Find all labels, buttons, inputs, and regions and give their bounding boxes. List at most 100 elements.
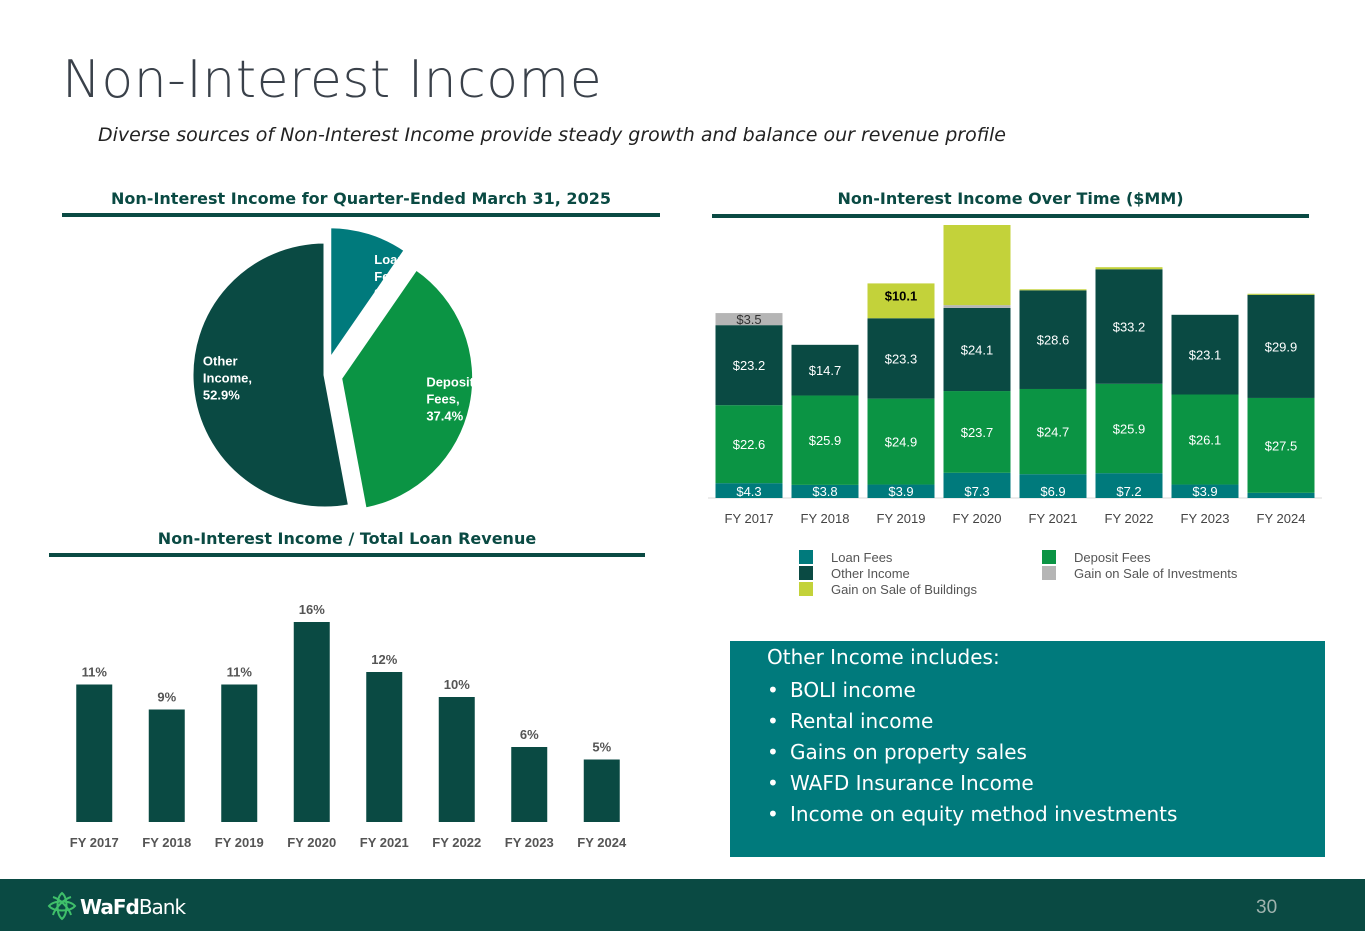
- legend-label-gain-on-sale-of-buildings: Gain on Sale of Buildings: [831, 582, 977, 597]
- ratio-bar-fy-2021: [366, 672, 403, 822]
- info-box-header: Other Income includes:: [767, 645, 1000, 669]
- bar-deposit-fees-fy-2022: [1095, 383, 1163, 474]
- bar-section-rule: [712, 214, 1309, 218]
- bar-loan-fees-fy-2018: [791, 484, 859, 498]
- pie-slice-other-income: [190, 240, 352, 510]
- data-label-gain-on-sale-of-investments-fy-2017: $3.5: [736, 312, 761, 327]
- bar-gain-on-sale-of-buildings-fy-2022: [1095, 267, 1163, 270]
- x-tick-fy-2024: FY 2024: [1257, 511, 1306, 526]
- page-number: 30: [1256, 897, 1278, 918]
- pie-chart: Loan Fees, 9.6% Deposit Fees, 37.4% Other Incom…: [190, 225, 476, 511]
- data-label-other-income-fy-2019: $23.3: [885, 351, 918, 366]
- x-tick-fy-2021: FY 2021: [1029, 511, 1078, 526]
- data-label-deposit-fees-fy-2021: $24.7: [1037, 425, 1070, 440]
- bar-other-income-fy-2021: [1019, 290, 1087, 389]
- ratio-bar-fy-2017: [76, 684, 113, 822]
- data-label-deposit-fees-fy-2022: $25.9: [1113, 421, 1146, 436]
- bar-gain-on-sale-of-buildings-fy-2020: [943, 225, 1011, 306]
- data-label-deposit-fees-fy-2020: $23.7: [961, 425, 994, 440]
- ratio-x-tick-fy-2024: FY 2024: [577, 835, 627, 850]
- data-label-deposit-fees-fy-2023: $26.1: [1189, 433, 1222, 448]
- pie-slice-loan-fees: [328, 225, 408, 365]
- data-label-other-income-fy-2018: $14.7: [809, 363, 842, 378]
- pie-section-rule: [62, 213, 660, 217]
- bar-other-income-fy-2017: [715, 325, 783, 406]
- data-label-other-income-fy-2017: $23.2: [733, 358, 766, 373]
- bar-loan-fees-fy-2020: [943, 472, 1011, 498]
- legend-label-loan-fees: Loan Fees: [831, 550, 893, 565]
- ratio-label-fy-2017: 11%: [82, 665, 108, 680]
- info-item-boli: BOLI income: [767, 675, 1177, 706]
- footer-bar: [0, 879, 1365, 931]
- ratio-x-tick-fy-2020: FY 2020: [287, 835, 336, 850]
- bar-gain-on-sale-of-investments-fy-2017: [715, 313, 783, 326]
- ratio-label-fy-2019: 11%: [227, 665, 253, 680]
- ratio-label-fy-2021: 12%: [371, 652, 397, 667]
- data-label-other-income-fy-2023: $23.1: [1189, 348, 1222, 363]
- bar-gain-on-sale-of-buildings-fy-2021: [1019, 289, 1087, 291]
- data-label-loan-fees-fy-2022: $7.2: [1116, 484, 1141, 499]
- page-subtitle: Diverse sources of Non-Interest Income p…: [98, 124, 1006, 146]
- pie-slice-deposit-fees: [339, 266, 476, 511]
- ratio-bar-fy-2024: [583, 759, 620, 822]
- data-label-other-income-fy-2024: $29.9: [1265, 339, 1298, 354]
- bar-loan-fees-fy-2023: [1171, 484, 1239, 498]
- ratio-x-tick-fy-2018: FY 2018: [142, 835, 191, 850]
- data-label-other-income-fy-2022: $33.2: [1113, 320, 1146, 335]
- ratio-bar-fy-2023: [511, 747, 548, 822]
- ratio-x-tick-fy-2021: FY 2021: [360, 835, 409, 850]
- ratio-bar-fy-2022: [438, 697, 475, 822]
- data-label-loan-fees-fy-2017: $4.3: [736, 484, 761, 499]
- bar-deposit-fees-fy-2023: [1171, 394, 1239, 485]
- x-tick-fy-2018: FY 2018: [801, 511, 850, 526]
- legend-swatch-gain-on-sale-of-investments: [1042, 566, 1056, 580]
- ratio-label-fy-2018: 9%: [157, 690, 176, 705]
- ratio-label-fy-2022: 10%: [444, 677, 470, 692]
- info-item-equity-method: Income on equity method investments: [767, 799, 1177, 830]
- ratio-x-tick-fy-2023: FY 2023: [505, 835, 554, 850]
- data-label-gain-on-sale-of-buildings-fy-2019: $10.1: [885, 288, 918, 303]
- legend-swatch-loan-fees: [799, 550, 813, 564]
- bar-gain-on-sale-of-investments-fy-2020: [943, 305, 1011, 308]
- other-income-info-box: Other Income includes: BOLI income Renta…: [730, 641, 1325, 857]
- ratio-section-rule: [49, 553, 645, 557]
- bar-gain-on-sale-of-buildings-fy-2024: [1247, 293, 1315, 295]
- pie-label-other-income: Other Income, 52.9%: [203, 354, 252, 403]
- info-item-insurance: WAFD Insurance Income: [767, 768, 1177, 799]
- data-label-other-income-fy-2021: $28.6: [1037, 333, 1070, 348]
- ratio-bar-fy-2019: [221, 684, 258, 822]
- data-label-deposit-fees-fy-2019: $24.9: [885, 435, 918, 450]
- x-tick-fy-2022: FY 2022: [1105, 511, 1154, 526]
- ratio-section-title: Non-Interest Income / Total Loan Revenue: [157, 529, 537, 548]
- bar-deposit-fees-fy-2021: [1019, 388, 1087, 475]
- x-tick-fy-2023: FY 2023: [1181, 511, 1230, 526]
- bar-loan-fees-fy-2021: [1019, 474, 1087, 498]
- legend-label-other-income: Other Income: [831, 566, 910, 581]
- info-box-list: BOLI income Rental income Gains on prope…: [767, 675, 1177, 830]
- bar-other-income-fy-2018: [791, 344, 859, 396]
- info-item-rental: Rental income: [767, 706, 1177, 737]
- wafd-leaf-icon: [47, 891, 77, 921]
- brand-bold: WaFd: [80, 895, 140, 919]
- pie-section-title: Non-Interest Income for Quarter-Ended Ma…: [111, 189, 611, 208]
- bar-deposit-fees-fy-2020: [943, 391, 1011, 473]
- data-label-loan-fees-fy-2020: $7.3: [964, 484, 989, 499]
- legend-swatch-deposit-fees: [1042, 550, 1056, 564]
- bar-loan-fees-fy-2022: [1095, 473, 1163, 498]
- ratio-x-tick-fy-2019: FY 2019: [215, 835, 264, 850]
- bar-other-income-fy-2019: [867, 318, 935, 399]
- ratio-label-fy-2024: 5%: [592, 740, 611, 755]
- bar-section-title: Non-Interest Income Over Time ($MM): [837, 189, 1184, 208]
- ratio-label-fy-2023: 6%: [520, 727, 539, 742]
- bar-deposit-fees-fy-2019: [867, 398, 935, 485]
- ratio-label-fy-2020: 16%: [299, 602, 325, 617]
- legend-label-gain-on-sale-of-investments: Gain on Sale of Investments: [1074, 566, 1238, 581]
- data-label-loan-fees-fy-2018: $3.8: [812, 484, 837, 499]
- bar-loan-fees-fy-2017: [715, 483, 783, 498]
- data-label-loan-fees-fy-2021: $6.9: [1040, 484, 1065, 499]
- legend-swatch-other-income: [799, 566, 813, 580]
- data-label-loan-fees-fy-2019: $3.9: [888, 484, 913, 499]
- pie-label-deposit-fees: Deposit Fees, 37.4%: [426, 374, 474, 423]
- ratio-bar-fy-2020: [293, 622, 330, 822]
- data-label-other-income-fy-2020: $24.1: [961, 342, 994, 357]
